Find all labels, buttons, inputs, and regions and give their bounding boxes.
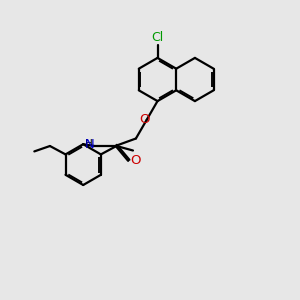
Text: O: O (130, 154, 141, 167)
Text: Cl: Cl (152, 31, 164, 44)
Text: H: H (85, 139, 93, 149)
Text: O: O (140, 113, 150, 126)
Text: N: N (84, 138, 94, 151)
